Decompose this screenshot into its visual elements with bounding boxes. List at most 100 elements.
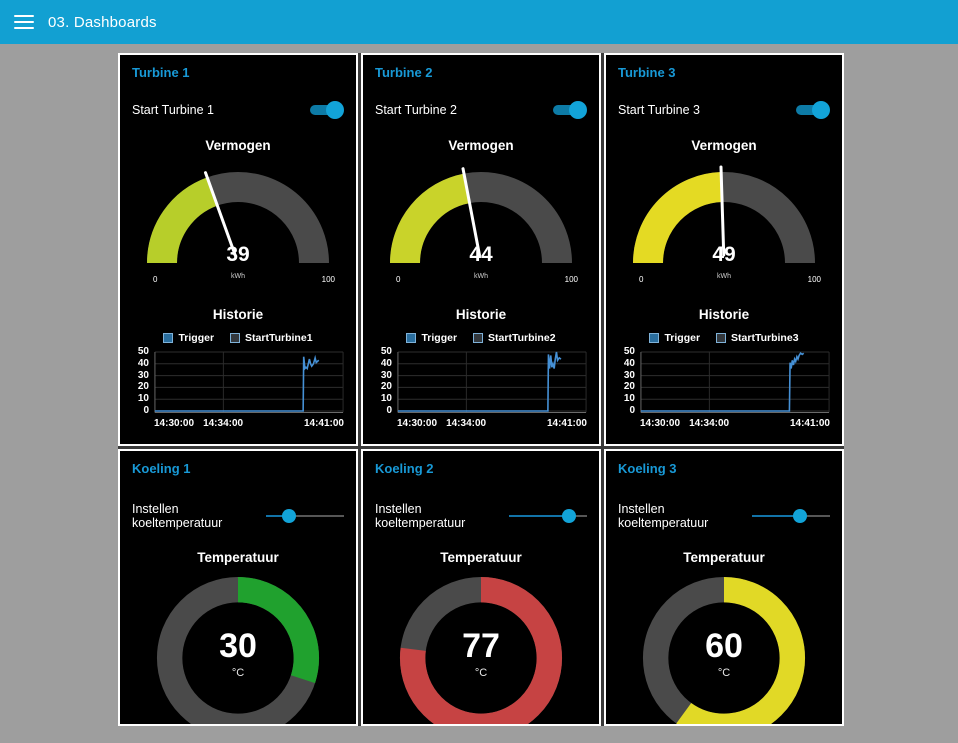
history-chart: 0 10 20 30 40 50 14:30:00 14:34:00 14:41:00 [375, 347, 587, 432]
chart-legend: Trigger StartTurbine2 [375, 332, 587, 344]
legend-label: StartTurbine2 [488, 332, 556, 344]
gauge-value: 49 [712, 243, 736, 266]
x-tick-label: 14:34:00 [446, 418, 487, 429]
slider-label: Instellen koeltemperatuur [375, 502, 466, 530]
menu-icon[interactable] [14, 15, 34, 29]
start-turbine-toggle[interactable] [308, 101, 344, 119]
chart-title: Historie [212, 307, 264, 322]
donut-arc [642, 576, 806, 724]
slider-fill [266, 515, 289, 517]
vermogen-gauge: 44 kWh 0 100 [376, 157, 586, 287]
y-tick-label: 40 [623, 357, 635, 369]
toggle-knob [569, 101, 587, 119]
legend-item-trigger[interactable]: Trigger [163, 332, 214, 344]
panel-turbine-1: Turbine 1 Start Turbine 1 Vermogen 39 kW… [118, 53, 358, 446]
legend-item-trigger[interactable]: Trigger [406, 332, 457, 344]
chart-title: Historie [455, 307, 507, 322]
gauge-units: °C [717, 667, 731, 679]
gauge-title: Temperatuur [683, 550, 765, 565]
toggle-label: Start Turbine 2 [375, 103, 457, 117]
y-tick-label: 20 [623, 381, 635, 393]
gauge-title: Vermogen [448, 138, 514, 153]
chart-x-axis: 14:30:00 14:34:00 14:41:00 [397, 418, 587, 432]
chart-plot [154, 351, 344, 413]
legend-label: Trigger [421, 332, 458, 344]
x-tick-label: 14:34:00 [689, 418, 730, 429]
y-tick-label: 0 [143, 405, 149, 416]
slider-fill [509, 515, 570, 517]
legend-item-startturbine[interactable]: StartTurbine1 [230, 332, 313, 344]
koeltemperatuur-slider[interactable] [509, 509, 587, 523]
legend-item-trigger[interactable]: Trigger [649, 332, 700, 344]
vermogen-gauge: 49 kWh 0 100 [619, 157, 829, 287]
panel-title: Turbine 3 [618, 65, 676, 80]
y-tick-label: 30 [137, 369, 149, 381]
y-tick-label: 10 [137, 393, 149, 405]
gauge-value: 30 [219, 627, 257, 665]
history-chart: 0 10 20 30 40 50 14:30:00 14:34:00 14:41:00 [618, 347, 830, 432]
slider-label: Instellen koeltemperatuur [618, 502, 709, 530]
gauge-units: kWh [474, 273, 488, 280]
koeltemperatuur-slider[interactable] [752, 509, 830, 523]
slider-thumb[interactable] [562, 509, 577, 523]
gauge-arc [390, 167, 572, 264]
gauge-arc [633, 165, 815, 264]
gauge-arc [147, 171, 329, 264]
app-header: 03. Dashboards [0, 0, 958, 44]
toggle-knob [326, 101, 344, 119]
panel-title: Koeling 3 [618, 461, 677, 476]
panel-title: Koeling 1 [132, 461, 191, 476]
gauge-value: 39 [226, 243, 250, 266]
y-tick-label: 20 [380, 381, 392, 393]
chart-legend: Trigger StartTurbine3 [618, 332, 830, 344]
start-turbine-row: Start Turbine 3 [618, 101, 830, 119]
y-tick-label: 40 [380, 357, 392, 369]
legend-swatch [406, 333, 417, 343]
temperatuur-gauge: 60 °C [641, 575, 807, 724]
gauge-units: °C [474, 667, 488, 679]
history-chart: 0 10 20 30 40 50 14:30:00 14:34:00 14:41:00 [132, 347, 344, 432]
panel-koeling-3: Koeling 3 Instellen koeltemperatuur Temp… [604, 449, 844, 726]
legend-swatch [163, 333, 174, 343]
start-turbine-toggle[interactable] [551, 101, 587, 119]
chart-plot [640, 351, 830, 413]
slider-thumb[interactable] [281, 509, 296, 523]
slider-thumb[interactable] [792, 509, 807, 523]
y-tick-label: 10 [380, 393, 392, 405]
gauge-title: Vermogen [205, 138, 271, 153]
gauge-needle [461, 167, 482, 257]
start-turbine-toggle[interactable] [794, 101, 830, 119]
slider-label: Instellen koeltemperatuur [132, 502, 223, 530]
x-tick-label: 14:30:00 [154, 418, 195, 429]
gauge-min-label: 0 [639, 275, 644, 284]
panel-turbine-3: Turbine 3 Start Turbine 3 Vermogen 49 kW… [604, 53, 844, 446]
panel-koeling-2: Koeling 2 Instellen koeltemperatuur Temp… [361, 449, 601, 726]
x-tick-label: 14:34:00 [203, 418, 244, 429]
start-turbine-row: Start Turbine 1 [132, 101, 344, 119]
gauge-units: °C [231, 667, 245, 679]
koeltemperatuur-row: Instellen koeltemperatuur [132, 502, 344, 530]
chart-y-axis: 0 10 20 30 40 50 [375, 347, 395, 416]
chart-title: Historie [698, 307, 750, 322]
chart-x-axis: 14:30:00 14:34:00 14:41:00 [154, 418, 344, 432]
panel-title: Turbine 2 [375, 65, 433, 80]
donut-arc [399, 576, 563, 724]
chart-legend: Trigger StartTurbine1 [132, 332, 344, 344]
gauge-value: 44 [469, 243, 493, 266]
chart-plot [397, 351, 587, 413]
temperatuur-gauge: 77 °C [398, 575, 564, 724]
legend-swatch [716, 333, 727, 343]
legend-item-startturbine[interactable]: StartTurbine3 [716, 332, 799, 344]
y-tick-label: 0 [386, 405, 392, 416]
donut-arc [156, 576, 320, 724]
gauge-value: 60 [705, 627, 743, 665]
toggle-knob [812, 101, 830, 119]
app-title: 03. Dashboards [48, 13, 157, 31]
koeltemperatuur-row: Instellen koeltemperatuur [618, 502, 830, 530]
gauge-value: 77 [462, 627, 500, 665]
koeltemperatuur-slider[interactable] [266, 509, 344, 523]
panel-koeling-1: Koeling 1 Instellen koeltemperatuur Temp… [118, 449, 358, 726]
legend-item-startturbine[interactable]: StartTurbine2 [473, 332, 556, 344]
gauge-needle [719, 165, 726, 257]
chart-y-axis: 0 10 20 30 40 50 [132, 347, 152, 416]
